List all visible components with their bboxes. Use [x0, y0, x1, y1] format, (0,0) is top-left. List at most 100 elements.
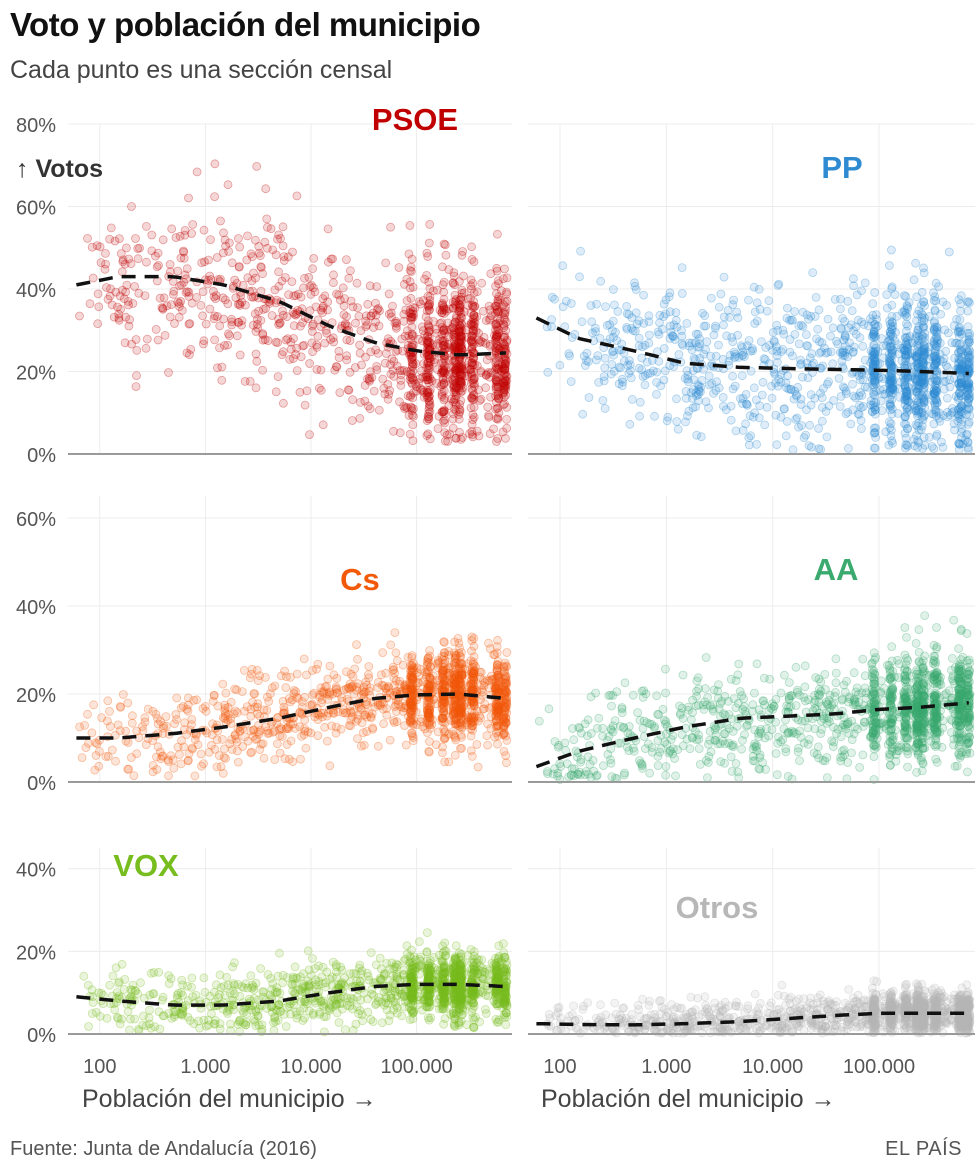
data-point [423, 301, 433, 310]
data-point [469, 373, 479, 383]
data-point [492, 266, 502, 276]
data-point [435, 319, 445, 328]
data-point [887, 245, 896, 255]
data-point [939, 354, 949, 364]
data-point [345, 336, 355, 346]
data-point [594, 713, 604, 723]
data-point [309, 253, 319, 263]
data-point [920, 333, 930, 342]
data-point [237, 687, 247, 696]
y-tick-label: 80% [16, 115, 56, 137]
data-point [408, 665, 417, 674]
data-point [752, 439, 761, 449]
data-point [950, 353, 959, 363]
data-point [322, 328, 332, 338]
data-point [472, 312, 482, 322]
data-point [278, 347, 288, 357]
data-point [903, 403, 912, 413]
data-point [484, 411, 494, 420]
data-point [249, 689, 259, 698]
data-point [192, 167, 202, 177]
data-point [868, 299, 878, 309]
data-point [796, 355, 805, 365]
data-point [726, 415, 736, 425]
data-point [660, 366, 670, 376]
data-point [476, 394, 486, 404]
data-point [744, 336, 754, 345]
data-point [493, 336, 503, 345]
data-point [917, 300, 926, 310]
data-point [126, 753, 136, 762]
data-point [613, 306, 623, 316]
data-point [700, 311, 710, 321]
data-point [437, 380, 447, 389]
data-point [869, 326, 879, 336]
data-point [743, 400, 752, 410]
data-point [111, 756, 120, 766]
data-point [935, 416, 945, 426]
data-point [399, 401, 409, 411]
data-point [733, 313, 743, 323]
data-point [271, 387, 281, 397]
data-point [128, 299, 138, 308]
data-point [672, 394, 681, 404]
data-point [235, 242, 245, 252]
data-point [173, 742, 183, 752]
data-point [457, 285, 467, 295]
data-point [943, 363, 952, 372]
data-point [659, 299, 669, 309]
data-point [160, 330, 170, 340]
data-point [220, 706, 230, 715]
data-point [153, 248, 163, 258]
data-point [320, 722, 330, 732]
data-point [468, 302, 478, 312]
series-label-psoe: PSOE [372, 102, 458, 137]
data-point [395, 397, 404, 407]
data-point [258, 269, 268, 279]
panel-psoe: 0%20%40%60%80% PSOE [16, 102, 512, 467]
data-point [440, 757, 450, 767]
data-point [361, 687, 370, 697]
data-point [964, 417, 974, 427]
data-point [728, 371, 737, 381]
data-point [389, 718, 399, 727]
data-point [469, 339, 479, 349]
data-point [178, 246, 188, 256]
data-point [355, 413, 365, 423]
data-point [808, 268, 818, 278]
data-point [247, 669, 256, 679]
data-point [491, 353, 501, 363]
data-point [380, 358, 390, 368]
data-point [394, 263, 404, 272]
data-point [208, 696, 218, 706]
data-point [555, 360, 565, 370]
data-point [857, 390, 867, 400]
data-point [368, 724, 378, 734]
data-point [264, 697, 274, 706]
data-point [752, 316, 762, 326]
data-point [153, 714, 162, 723]
series-label-cs: Cs [340, 562, 380, 597]
data-point [157, 303, 167, 313]
data-point [381, 258, 391, 268]
data-point [251, 383, 261, 393]
data-point [272, 739, 282, 749]
data-point [468, 395, 478, 405]
data-point [406, 267, 416, 276]
data-point [248, 320, 258, 330]
data-point [440, 415, 450, 425]
data-point [347, 682, 357, 691]
data-point [565, 351, 574, 361]
data-point [810, 311, 820, 321]
data-point [912, 368, 921, 378]
data-point [217, 375, 227, 385]
data-point [356, 326, 366, 336]
data-point [918, 323, 928, 333]
data-point [423, 350, 433, 360]
data-point [362, 700, 372, 710]
data-point [454, 385, 464, 395]
data-point [474, 431, 484, 441]
data-point [697, 375, 707, 385]
data-point [938, 297, 948, 307]
data-point [831, 688, 840, 697]
